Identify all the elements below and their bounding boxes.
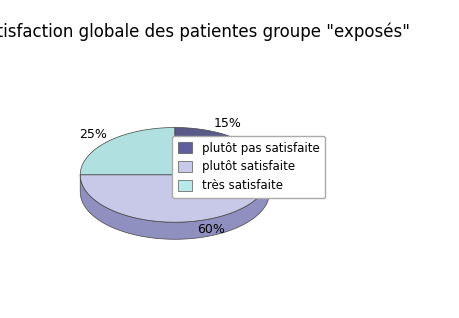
Legend: plutôt pas satisfaite, plutôt satisfaite, très satisfaite: plutôt pas satisfaite, plutôt satisfaite… xyxy=(172,135,325,198)
Polygon shape xyxy=(174,128,251,175)
Text: 15%: 15% xyxy=(213,117,241,130)
Polygon shape xyxy=(80,147,269,222)
Text: 60%: 60% xyxy=(196,223,224,236)
Text: 25%: 25% xyxy=(79,128,107,141)
Polygon shape xyxy=(80,175,269,239)
Text: Satisfaction globale des patientes groupe "exposés": Satisfaction globale des patientes group… xyxy=(0,22,409,41)
Polygon shape xyxy=(80,128,174,175)
